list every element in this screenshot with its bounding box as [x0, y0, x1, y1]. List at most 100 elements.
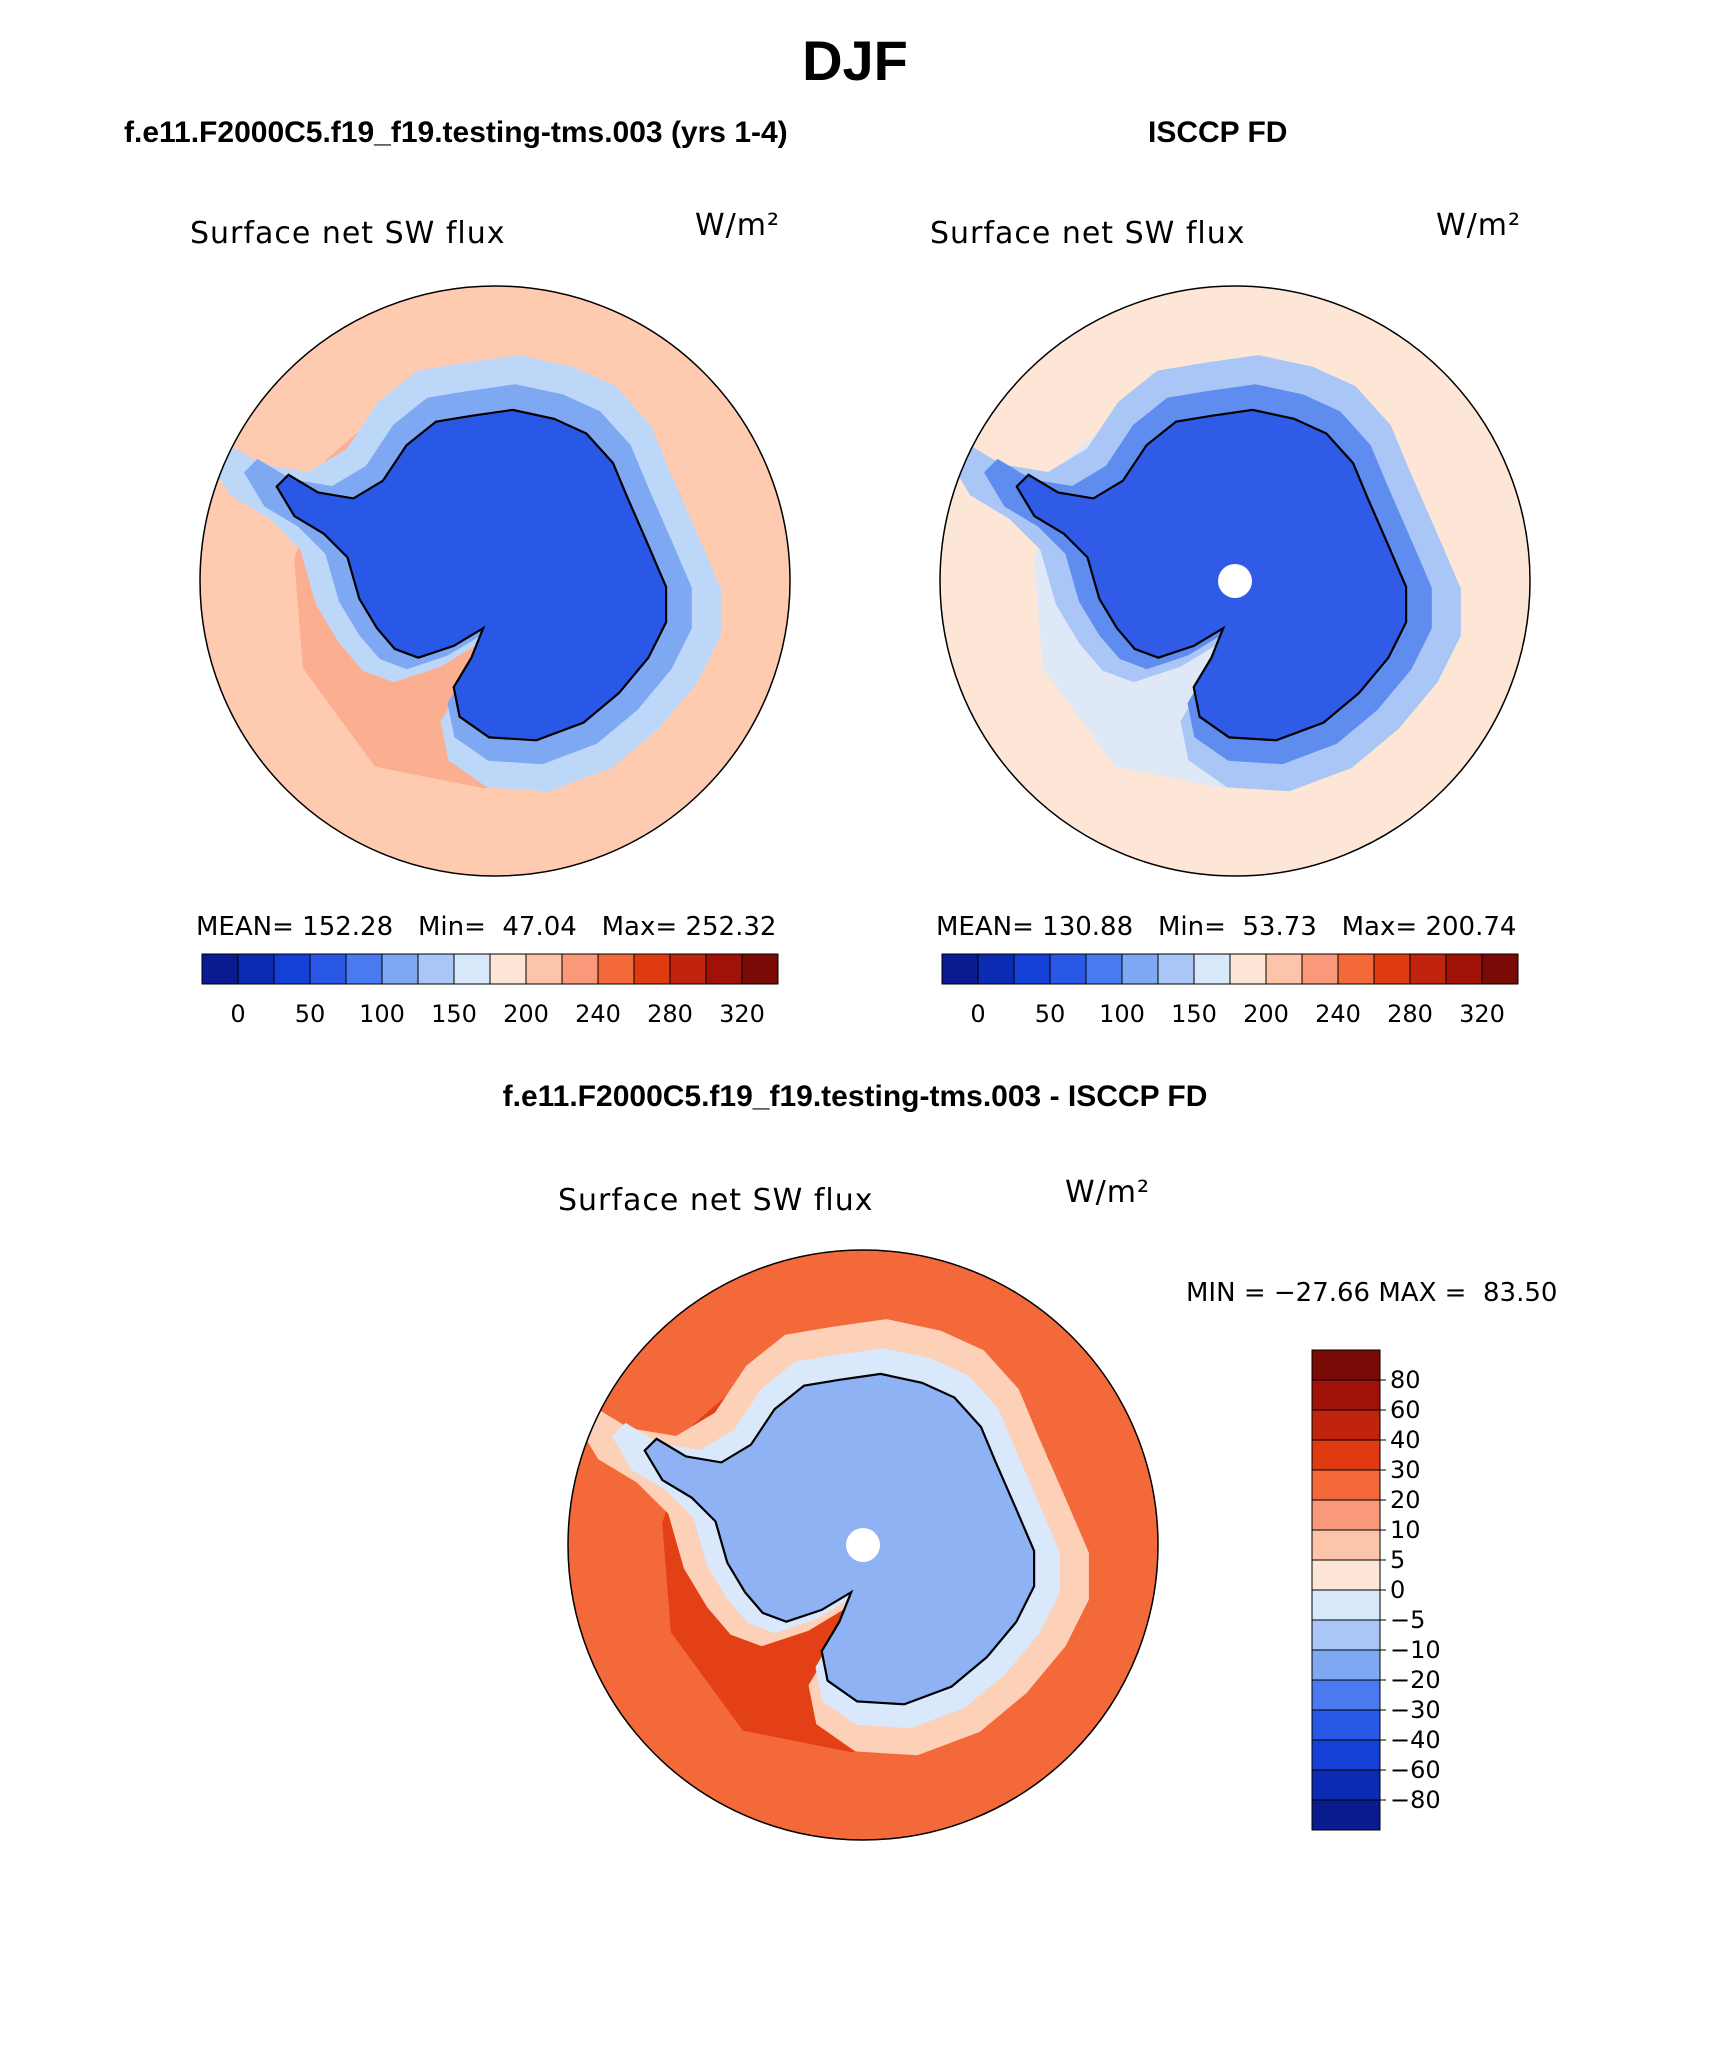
model-mean-label: MEAN=: [196, 912, 294, 942]
colorbar-swatch: [1229, 953, 1267, 985]
colorbar-swatch: [1311, 1559, 1381, 1591]
map-outline: [199, 285, 791, 877]
colorbar-swatch: [1311, 1349, 1381, 1381]
colorbar-tick-label: 30: [1390, 1456, 1421, 1484]
colorbar-tick-label: −40: [1390, 1726, 1440, 1754]
colorbar-tick-label: 10: [1390, 1516, 1421, 1544]
colorbar-swatch: [381, 953, 419, 985]
colorbar-tick-label: −80: [1390, 1786, 1440, 1814]
diff-min-value: −27.66: [1273, 1278, 1371, 1308]
diff-polar-map: [567, 1249, 1159, 1841]
obs-min-value: 53.73: [1242, 912, 1317, 942]
diff-panel-title: f.e11.F2000C5.f19_f19.testing-tms.003 - …: [502, 1080, 1208, 1113]
model-colorbar: 0 50 100 150 200 240 280 320: [201, 953, 779, 1028]
diff-variable-label: Surface net SW flux: [558, 1183, 874, 1218]
colorbar-tick-label: 0: [1390, 1576, 1405, 1604]
diff-max-label: MAX =: [1378, 1278, 1467, 1308]
pole-missing-data: [846, 1528, 880, 1562]
colorbar-swatch: [1311, 1439, 1381, 1471]
colorbar-swatch: [345, 953, 383, 985]
colorbar-tick-label: 200: [503, 1000, 549, 1028]
colorbar-swatch: [525, 953, 563, 985]
continent-fill: [1016, 409, 1407, 741]
colorbar-tick-label: 50: [295, 1000, 326, 1028]
obs-mean-label: MEAN=: [936, 912, 1034, 942]
colorbar-tick-label: 5: [1390, 1546, 1405, 1574]
diff-min-label: MIN =: [1186, 1278, 1266, 1308]
colorbar-swatch: [1311, 1649, 1381, 1681]
colorbar-tick-label: −60: [1390, 1756, 1440, 1784]
obs-variable-label: Surface net SW flux: [930, 216, 1246, 251]
colorbar-swatch: [561, 953, 599, 985]
colorbar-swatch: [597, 953, 635, 985]
model-min-label: Min=: [417, 912, 486, 942]
model-min-value: 47.04: [502, 912, 577, 942]
colorbar-swatch: [741, 953, 779, 985]
obs-polar-map: [939, 285, 1531, 877]
colorbar-swatch: [1121, 953, 1159, 985]
diff-units-label: W/m²: [1065, 1175, 1151, 1210]
map-outline: [567, 1249, 1159, 1841]
colorbar-tick-label: −10: [1390, 1636, 1440, 1664]
colorbar-tick-label: 240: [1315, 1000, 1361, 1028]
diff-max-value: 83.50: [1482, 1278, 1558, 1308]
colorbar-swatch: [1311, 1529, 1381, 1561]
colorbar-swatch: [705, 953, 743, 985]
colorbar-tick-label: −20: [1390, 1666, 1440, 1694]
colorbar-tick-label: 280: [647, 1000, 693, 1028]
colorbar-swatch: [1311, 1409, 1381, 1441]
colorbar-tick-label: 0: [230, 1000, 245, 1028]
colorbar-swatch: [1311, 1589, 1381, 1621]
colorbar-swatch: [1373, 953, 1411, 985]
model-max-value: 252.32: [685, 912, 777, 942]
obs-max-label: Max=: [1341, 912, 1418, 942]
colorbar-swatch: [633, 953, 671, 985]
colorbar-swatch: [1311, 1499, 1381, 1531]
colorbar-swatch: [489, 953, 527, 985]
colorbar-swatch: [1311, 1469, 1381, 1501]
coastline: [1015, 408, 1408, 742]
colorbar-swatch: [201, 953, 239, 985]
colorbar-swatch: [977, 953, 1015, 985]
colorbar-swatch: [1445, 953, 1483, 985]
colorbar-swatch: [1311, 1679, 1381, 1711]
model-mean-value: 152.28: [302, 912, 394, 942]
continent-fill: [276, 409, 667, 741]
colorbar-swatch: [309, 953, 347, 985]
colorbar-tick-label: 40: [1390, 1426, 1421, 1454]
pole-missing-data: [1218, 564, 1252, 598]
coastline: [275, 408, 668, 742]
colorbar-swatch: [1409, 953, 1447, 985]
map-outline: [939, 285, 1531, 877]
colorbar-swatch: [1013, 953, 1051, 985]
obs-min-label: Min=: [1157, 912, 1226, 942]
colorbar-swatch: [1265, 953, 1303, 985]
colorbar-swatch: [417, 953, 455, 985]
colorbar-tick-label: 200: [1243, 1000, 1289, 1028]
obs-panel-title: ISCCP FD: [1148, 116, 1288, 149]
colorbar-swatch: [273, 953, 311, 985]
model-max-label: Max=: [601, 912, 678, 942]
model-panel-title: f.e11.F2000C5.f19_f19.testing-tms.003 (y…: [124, 116, 788, 149]
colorbar-swatch: [941, 953, 979, 985]
colorbar-swatch: [1085, 953, 1123, 985]
map-fill-layer: [200, 286, 790, 876]
colorbar-swatch: [1157, 953, 1195, 985]
colorbar-tick-label: 150: [1171, 1000, 1217, 1028]
colorbar-swatch: [669, 953, 707, 985]
colorbar-tick-label: 50: [1035, 1000, 1066, 1028]
map-fill-layer: [568, 1250, 1158, 1840]
colorbar-swatch: [1311, 1799, 1381, 1831]
model-variable-label: Surface net SW flux: [190, 216, 506, 251]
model-polar-map: [199, 285, 791, 877]
figure-title: DJF: [802, 29, 908, 92]
colorbar-swatch: [1301, 953, 1339, 985]
colorbar-tick-label: 100: [359, 1000, 405, 1028]
colorbar-swatch: [1311, 1379, 1381, 1411]
obs-units-label: W/m²: [1436, 208, 1522, 243]
diff-stats: MIN = −27.66 MAX = 83.50: [1186, 1278, 1557, 1308]
colorbar-swatch: [1337, 953, 1375, 985]
continent-fill: [644, 1373, 1035, 1705]
colorbar-tick-label: −5: [1390, 1606, 1425, 1634]
